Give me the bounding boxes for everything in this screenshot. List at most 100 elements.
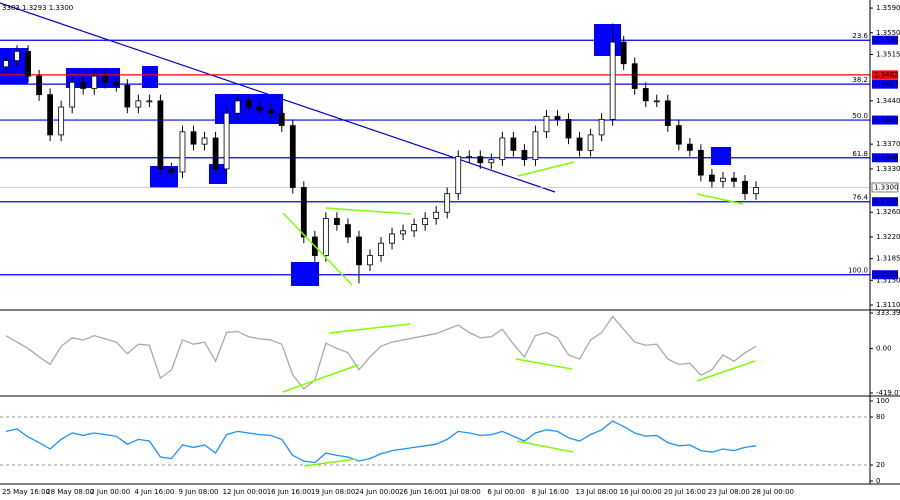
- candle-body: [554, 115, 561, 120]
- candle-body: [631, 63, 638, 89]
- candle-body: [642, 88, 649, 102]
- y-tick-label: 1.3370: [876, 140, 900, 148]
- candle-body: [378, 242, 384, 256]
- candle-body: [532, 131, 539, 161]
- level-label: 1.3300: [874, 183, 899, 191]
- candle-body: [345, 224, 351, 238]
- level-label-box: [872, 197, 898, 207]
- candle-body: [422, 218, 429, 226]
- candle-body: [212, 137, 219, 170]
- level-label: 1.3409: [874, 116, 899, 124]
- candle-body: [113, 81, 120, 86]
- x-tick-label: 19 Jun 08:00: [311, 488, 355, 496]
- level-label: 1.3482: [874, 71, 899, 79]
- candle-body: [653, 100, 660, 103]
- candle-body: [510, 137, 517, 151]
- y-tick-label: 1.3260: [876, 208, 900, 216]
- candle-body: [256, 106, 263, 111]
- candle-body: [135, 100, 142, 108]
- level-label-box: [872, 70, 898, 80]
- divergence-line: [517, 161, 575, 177]
- level-label-box: [872, 79, 898, 89]
- divergence-line: [328, 323, 411, 334]
- candle-body: [223, 112, 230, 170]
- y-tick-label: 0: [876, 477, 880, 485]
- candle-body: [102, 75, 109, 83]
- x-tick-label: 20 Jul 16:00: [664, 488, 706, 496]
- level-label: 1.3159: [874, 271, 899, 279]
- x-tick-label: 16 Jul 00:00: [620, 488, 662, 496]
- frame: [0, 0, 900, 485]
- candle-body: [69, 81, 76, 108]
- candle-body: [731, 177, 737, 182]
- candle-body: [598, 119, 605, 136]
- candle-body: [675, 125, 682, 145]
- candle-body: [80, 81, 87, 89]
- candle-body: [620, 41, 627, 65]
- candle-body: [709, 174, 715, 182]
- x-tick-label: 1 Jul 08:00: [443, 488, 481, 496]
- y-tick-label: -419.071: [876, 389, 900, 397]
- x-tick-label: 12 Jun 00:00: [223, 488, 267, 496]
- levels: [0, 39, 870, 276]
- indicator-line: [5, 420, 757, 464]
- fib-label: 23.6: [852, 32, 868, 40]
- divergence-line: [325, 207, 412, 215]
- level-label: 1.3277: [874, 198, 899, 206]
- y-tick-label: 1.3150: [876, 276, 900, 284]
- candle-body: [477, 156, 484, 164]
- x-tick-label: 28 May 08:00: [46, 488, 94, 496]
- candle-body: [36, 75, 42, 96]
- candle-body: [686, 143, 693, 151]
- fib-label: 76.4: [852, 194, 868, 202]
- candle-body: [444, 193, 451, 213]
- candle-body: [587, 134, 594, 151]
- level-label: 1.3467: [874, 80, 899, 88]
- candle-body: [58, 106, 65, 136]
- candle-body: [521, 149, 528, 161]
- candle-body: [289, 125, 296, 188]
- level-label-box: [872, 153, 898, 163]
- candle-body: [389, 233, 395, 244]
- candle-body: [609, 41, 616, 120]
- y-tick-label: 100: [876, 397, 889, 405]
- x-tick-label: 28 Jul 00:00: [752, 488, 794, 496]
- candle-body: [3, 60, 9, 68]
- divergences: [282, 161, 756, 467]
- y-tick-label: 1.3110: [876, 301, 900, 309]
- candle-body: [267, 109, 274, 114]
- divergence-line: [282, 364, 359, 393]
- x-tick-label: 6 Jul 00:00: [487, 488, 525, 496]
- candle-body: [565, 119, 572, 139]
- x-tick-label: 25 May 16:00: [2, 488, 50, 496]
- x-tick-label: 23 Jul 08:00: [708, 488, 750, 496]
- candle-body: [245, 100, 252, 108]
- y-tick-label: 1.3550: [876, 29, 900, 37]
- divergence-line: [696, 360, 756, 382]
- candle-body: [333, 218, 340, 226]
- candle-body: [201, 137, 208, 145]
- x-tick-label: 4 Jun 16:00: [134, 488, 174, 496]
- fib-label: 61.8: [852, 150, 868, 158]
- y-tick-label: 20: [876, 461, 885, 469]
- trendline: [0, 2, 556, 193]
- header: 3303 1.3293 1.3300: [2, 4, 73, 12]
- candle-body: [190, 131, 197, 145]
- divergence-line: [516, 440, 574, 453]
- level-label-box: [872, 270, 898, 280]
- y-tick-label: 0.00: [876, 344, 892, 352]
- zone: [291, 262, 319, 286]
- candle-body: [499, 137, 506, 161]
- candle-body: [367, 255, 373, 266]
- level-label: 1.3538: [874, 36, 899, 44]
- candle-body: [455, 156, 462, 195]
- candle-body: [47, 94, 54, 136]
- y-tick-label: 80: [876, 413, 885, 421]
- zone: [711, 147, 731, 165]
- candle-body: [400, 230, 406, 235]
- divergence-line: [282, 212, 353, 286]
- x-tick-label: 24 Jun 00:00: [355, 488, 399, 496]
- candle-body: [179, 131, 186, 173]
- candle-body: [25, 50, 31, 77]
